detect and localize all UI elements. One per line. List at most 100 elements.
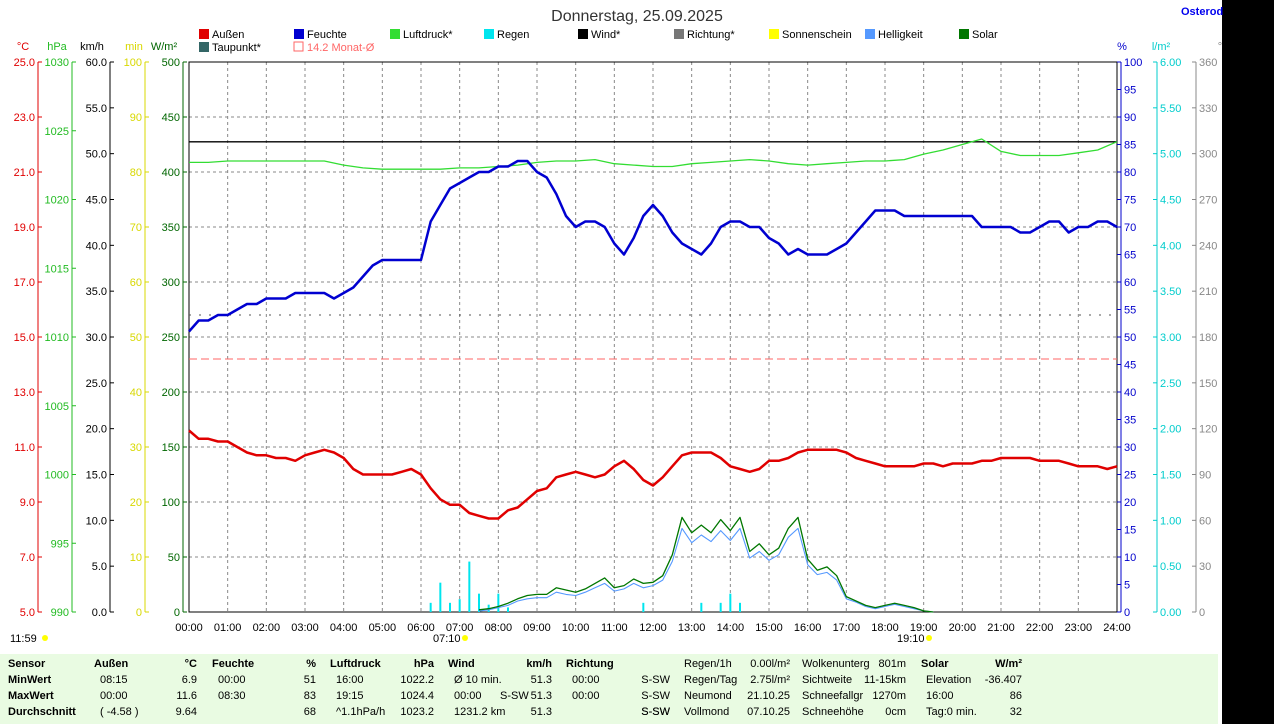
legend-swatch bbox=[959, 29, 969, 39]
left-axis-tick-label: 10.0 bbox=[86, 515, 107, 527]
right-axis-tick-label: 10 bbox=[1124, 552, 1136, 564]
stat-value: 11.6 bbox=[176, 690, 197, 702]
stat-value: S-SW bbox=[641, 690, 670, 702]
right-axis-tick-label: 300 bbox=[1199, 149, 1217, 161]
x-tick-label: 16:00 bbox=[794, 622, 822, 634]
stat-value: S-SW bbox=[500, 690, 529, 702]
stat-header: % bbox=[306, 658, 316, 670]
left-axis-tick-label: 450 bbox=[162, 112, 180, 124]
right-axis-tick-label: 1.00 bbox=[1160, 515, 1181, 527]
location-link[interactable]: Osterod bbox=[1181, 6, 1224, 18]
legend-label: Feuchte bbox=[307, 29, 347, 41]
right-axis-tick-label: 5 bbox=[1124, 580, 1130, 592]
right-axis-tick-label: 270 bbox=[1199, 195, 1217, 207]
right-axis-tick-label: 0 bbox=[1124, 607, 1130, 619]
series-line-luftdruck bbox=[189, 138, 1118, 170]
stat-value: 00:00 bbox=[572, 690, 600, 702]
left-axis-tick-label: 11.0 bbox=[14, 442, 35, 454]
left-axis-tick-label: 30.0 bbox=[86, 332, 107, 344]
stat-value: 51 bbox=[303, 674, 316, 686]
right-axis-tick-label: 2.50 bbox=[1160, 378, 1181, 390]
stat-header: hPa bbox=[413, 658, 434, 670]
x-tick-label: 04:00 bbox=[330, 622, 358, 634]
x-tick-label: 23:00 bbox=[1065, 622, 1093, 634]
right-axis-tick-label: 30 bbox=[1124, 442, 1136, 454]
stat-value: 16:00 bbox=[926, 690, 954, 702]
legend-swatch bbox=[390, 29, 400, 39]
left-axis-tick-label: 23.0 bbox=[14, 112, 35, 124]
legend-label: Regen bbox=[497, 29, 529, 41]
stat-value: Regen/1h bbox=[684, 658, 732, 670]
right-axis-tick-label: 75 bbox=[1124, 195, 1136, 207]
x-tick-label: 11:00 bbox=[601, 622, 628, 634]
x-tick-label: 15:00 bbox=[755, 622, 783, 634]
stat-value: ( -4.58 ) bbox=[100, 706, 139, 718]
stat-value: 07.10.25 bbox=[747, 706, 790, 718]
left-axis-tick-label: 80 bbox=[130, 167, 142, 179]
left-axis-tick-label: 30 bbox=[130, 442, 142, 454]
left-axis-tick-label: 60.0 bbox=[86, 57, 107, 69]
right-axis-tick-label: 4.50 bbox=[1160, 195, 1181, 207]
left-axis-tick-label: 19.0 bbox=[14, 222, 35, 234]
right-axis-tick-label: 6.00 bbox=[1160, 57, 1181, 69]
left-axis-tick-label: 45.0 bbox=[86, 195, 107, 207]
legend-label: Außen bbox=[212, 29, 244, 41]
stat-value: Vollmond bbox=[684, 706, 730, 718]
left-axis-tick-label: 5.0 bbox=[92, 561, 107, 573]
x-tick-label: 02:00 bbox=[253, 622, 281, 634]
x-tick-label: 14:00 bbox=[717, 622, 745, 634]
left-axis-tick-label: 20 bbox=[130, 497, 142, 509]
left-axis-unit: °C bbox=[17, 41, 29, 53]
x-tick-label: 21:00 bbox=[987, 622, 1015, 634]
right-axis-tick-label: 240 bbox=[1199, 240, 1217, 252]
left-axis-unit: km/h bbox=[80, 41, 104, 53]
left-axis-tick-label: 25.0 bbox=[14, 57, 35, 69]
stat-value: S-SW bbox=[641, 706, 670, 718]
left-axis-tick-label: 500 bbox=[162, 57, 180, 69]
stat-value: 2.75l/m² bbox=[750, 674, 790, 686]
right-axis-tick-label: 360 bbox=[1199, 57, 1217, 69]
stat-value: Tag:0 min. bbox=[926, 706, 977, 718]
stat-value: 1231.2 km bbox=[454, 706, 506, 718]
stat-row-label: MinWert bbox=[8, 674, 52, 686]
left-axis-tick-label: 40.0 bbox=[86, 240, 107, 252]
right-axis-tick-label: 45 bbox=[1124, 360, 1136, 372]
sun-icon bbox=[462, 635, 468, 641]
x-tick-label: 06:00 bbox=[407, 622, 435, 634]
left-axis-tick-label: 200 bbox=[162, 387, 180, 399]
left-axis-tick-label: 100 bbox=[162, 497, 180, 509]
stat-value: 801m bbox=[878, 658, 906, 670]
left-axis-tick-label: 1000 bbox=[45, 470, 69, 482]
left-axis-tick-label: 50 bbox=[130, 332, 142, 344]
stat-value: -36.407 bbox=[984, 674, 1022, 686]
chart-title: Donnerstag, 25.09.2025 bbox=[551, 8, 723, 25]
left-axis-tick-label: 350 bbox=[162, 222, 180, 234]
right-axis-tick-label: 30 bbox=[1199, 561, 1211, 573]
legend-label: Richtung* bbox=[687, 29, 735, 41]
stat-value: 00:00 bbox=[218, 674, 246, 686]
left-axis-tick-label: 400 bbox=[162, 167, 180, 179]
x-tick-label: 19:00 bbox=[910, 622, 938, 634]
legend-label: Taupunkt* bbox=[212, 42, 262, 54]
stat-value: 1270m bbox=[872, 690, 906, 702]
right-axis-tick-label: 90 bbox=[1124, 112, 1136, 124]
stat-value: 16:00 bbox=[336, 674, 364, 686]
left-axis-tick-label: 13.0 bbox=[14, 387, 35, 399]
right-axis-tick-label: 330 bbox=[1199, 103, 1217, 115]
left-axis-tick-label: 1015 bbox=[45, 263, 69, 275]
series-line-aussen bbox=[188, 429, 1118, 520]
stat-value: Elevation bbox=[926, 674, 972, 686]
stat-value: Neumond bbox=[684, 690, 732, 702]
left-axis-tick-label: 150 bbox=[162, 442, 180, 454]
right-axis-tick-label: 2.00 bbox=[1160, 424, 1181, 436]
sun-icon bbox=[42, 635, 48, 641]
right-axis-tick-label: 0.00 bbox=[1160, 607, 1181, 619]
series-line-feuchte bbox=[188, 159, 1118, 333]
left-axis-unit: hPa bbox=[47, 41, 67, 53]
stat-value: 19:15 bbox=[336, 690, 364, 702]
stat-value: Regen/Tag bbox=[684, 674, 738, 686]
legend-swatch bbox=[294, 29, 304, 39]
stat-row-label: MaxWert bbox=[8, 690, 54, 702]
sunrise-label: 07:10 bbox=[433, 633, 461, 645]
stat-value: 83 bbox=[303, 690, 316, 702]
